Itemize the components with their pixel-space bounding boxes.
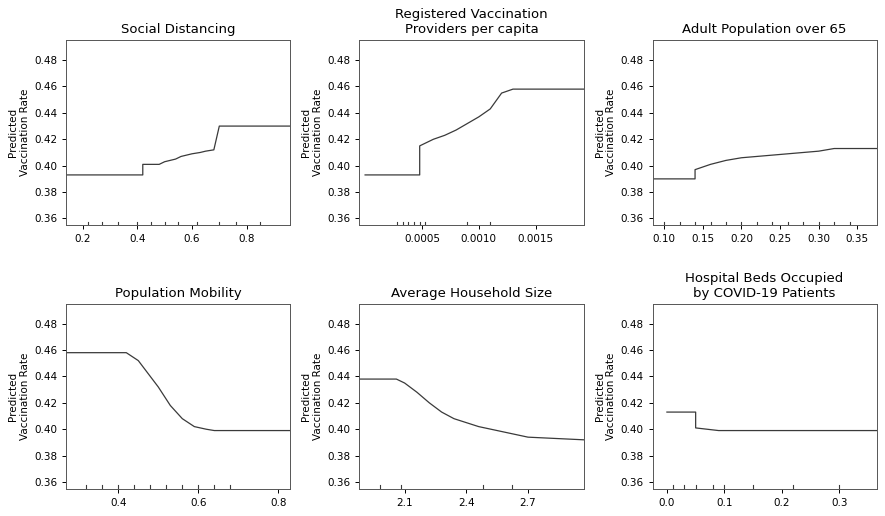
Y-axis label: Predicted
Vaccination Rate: Predicted Vaccination Rate [8, 89, 30, 176]
Title: Adult Population over 65: Adult Population over 65 [682, 23, 847, 36]
Y-axis label: Predicted
Vaccination Rate: Predicted Vaccination Rate [595, 352, 616, 440]
Y-axis label: Predicted
Vaccination Rate: Predicted Vaccination Rate [8, 352, 30, 440]
Title: Registered Vaccination
Providers per capita: Registered Vaccination Providers per cap… [395, 8, 548, 36]
Y-axis label: Predicted
Vaccination Rate: Predicted Vaccination Rate [595, 89, 616, 176]
Y-axis label: Predicted
Vaccination Rate: Predicted Vaccination Rate [302, 89, 323, 176]
Title: Hospital Beds Occupied
by COVID-19 Patients: Hospital Beds Occupied by COVID-19 Patie… [686, 272, 843, 300]
Y-axis label: Predicted
Vaccination Rate: Predicted Vaccination Rate [302, 352, 323, 440]
Title: Social Distancing: Social Distancing [121, 23, 235, 36]
Title: Average Household Size: Average Household Size [391, 287, 552, 300]
Title: Population Mobility: Population Mobility [115, 287, 242, 300]
